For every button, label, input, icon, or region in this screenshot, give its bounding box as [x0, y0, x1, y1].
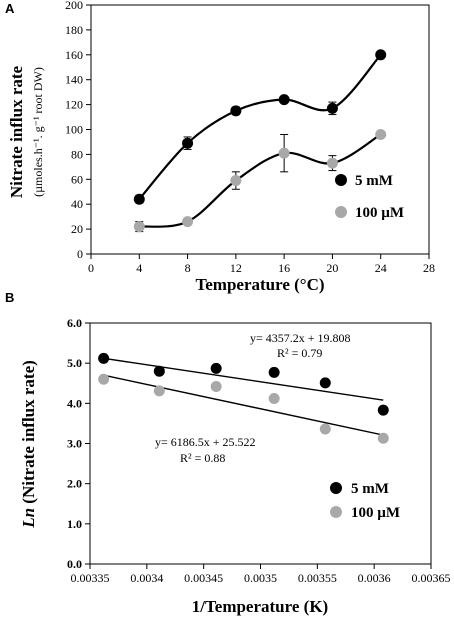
panel-b-legend-marker-5mm: [330, 482, 342, 494]
panel-a-point-100um: [326, 157, 338, 169]
panel-a-x-tick-label: 12: [230, 261, 242, 275]
panel-a-y-tick-label: 160: [65, 48, 83, 62]
panel-a-y-tick-label: 180: [65, 23, 83, 37]
panel-b-point-5mm: [268, 366, 280, 378]
panel-a-legend-marker-5mm: [335, 174, 347, 186]
panel-a-x-tick-label: 24: [375, 261, 387, 275]
panel-b-r2-5mm: R² = 0.79: [277, 346, 322, 360]
panel-a-y-tick-label: 20: [71, 222, 83, 236]
panel-a-legend: 5 mM 100 µM: [335, 173, 404, 221]
panel-b-x-tick-label: 0.00335: [71, 571, 110, 585]
panel-a-y-tick-label: 0: [77, 247, 83, 261]
panel-b-y-axis-title-italic: Ln: [19, 508, 38, 529]
panel-b-point-5mm: [377, 404, 389, 416]
panel-b-point-100um: [98, 373, 110, 385]
panel-b-x-axis-title: 1/Temperature (K): [192, 597, 328, 616]
panel-b-legend-marker-100um: [330, 506, 342, 518]
panel-a-point-5mm: [230, 105, 242, 117]
panel-b-point-100um: [268, 393, 280, 405]
panel-a-x-tick-label: 16: [278, 261, 290, 275]
panel-a-point-100um: [182, 216, 194, 228]
panel-b-point-5mm: [153, 365, 165, 377]
panel-b-x-tick-label: 0.00365: [412, 571, 451, 585]
panel-b-point-5mm: [210, 362, 222, 374]
panel-a-chart: 0 20 40 60 80 100 120 140 160 180 200 0 4 8 12 16 20 24 2…: [7, 0, 435, 294]
panel-b-y-tick-label: 5.0: [67, 356, 82, 370]
panel-a-point-100um: [278, 147, 290, 159]
panel-a-curve-5mm: [138, 54, 382, 200]
panel-b-point-100um: [319, 423, 331, 435]
panel-b-r2-100um: R² = 0.88: [180, 451, 225, 465]
panel-a-legend-marker-100um: [335, 206, 347, 218]
panel-a-x-tick-label: 28: [423, 261, 435, 275]
panel-a-y-tick-label: 40: [71, 197, 83, 211]
panel-b-y-tick-label: 1.0: [67, 517, 82, 531]
panel-a-legend-label-100um: 100 µM: [355, 205, 404, 221]
panel-b-chart: 0.0 1.0 2.0 3.0 4.0 5.0 6.0 0.00335 0.0034 0.003…: [19, 316, 451, 616]
panel-a-point-100um: [230, 175, 242, 187]
panel-b-plot-frame: [89, 322, 432, 565]
panel-b-point-5mm: [98, 352, 110, 364]
panel-b-y-tick-label: 3.0: [67, 437, 82, 451]
panel-b-legend: 5 mM 100 µM: [330, 481, 400, 521]
panel-b-x-tick-label: 0.0035: [244, 571, 277, 585]
panel-b-x-tick-label: 0.00345: [184, 571, 223, 585]
panel-b-y-axis-title: Ln (Nitrate influx rate): [19, 360, 38, 529]
panel-a-point-5mm: [278, 94, 290, 106]
panel-b-y-tick-label: 2.0: [67, 477, 82, 491]
panel-a-point-5mm: [375, 49, 387, 61]
panel-b-label: B: [5, 290, 14, 305]
panel-b-x-tick-label: 0.00355: [298, 571, 337, 585]
panel-b-trendline-100um: [103, 374, 384, 436]
panel-a-x-axis-title: Temperature (°C): [195, 275, 324, 294]
panel-a-x-tick-label: 20: [326, 261, 338, 275]
panel-b-equation-5mm: y= 4357.2x + 19.808: [250, 331, 351, 345]
panel-a-x-tick-label: 4: [136, 261, 142, 275]
panel-a-point-5mm: [133, 193, 145, 205]
panel-a-point-100um: [375, 128, 387, 140]
panel-b-x-tick-label: 0.0034: [130, 571, 163, 585]
panel-a-x-tick-label: 0: [88, 261, 94, 275]
panel-a-legend-label-5mm: 5 mM: [355, 173, 393, 189]
panel-b-equation-100um: y= 6186.5x + 25.522: [155, 435, 256, 449]
panel-b-y-tick-label: 0.0: [67, 557, 82, 571]
panel-b-legend-label-100um: 100 µM: [351, 505, 400, 521]
panel-b-point-100um: [153, 385, 165, 397]
panel-b-y-axis-title-rest: (Nitrate influx rate): [19, 360, 38, 508]
panel-b-trendline-5mm: [103, 357, 384, 401]
panel-b-y-tick-label: 6.0: [67, 316, 82, 330]
panel-b-point-100um: [210, 380, 222, 392]
panel-a-y-tick-label: 80: [71, 147, 83, 161]
panel-b-point-5mm: [319, 377, 331, 389]
panel-a-y-tick-label: 120: [65, 98, 83, 112]
panel-a-y-axis-title: Nitrate influx rate: [7, 65, 26, 198]
panel-b-y-tick-label: 4.0: [67, 396, 82, 410]
panel-b-legend-label-5mm: 5 mM: [351, 481, 389, 497]
panel-a-y-tick-label: 140: [65, 73, 83, 87]
panel-a-point-5mm: [326, 102, 338, 114]
panel-a-label: A: [5, 1, 15, 16]
panel-b-x-tick-label: 0.0036: [358, 571, 391, 585]
panel-a-y-tick-label: 200: [65, 0, 83, 12]
panel-a-point-5mm: [182, 137, 194, 149]
panel-a-point-100um: [133, 221, 145, 233]
panel-a-y-axis-units: (µmoles.h⁻¹. g⁻¹ root DW): [31, 67, 45, 197]
panel-a-x-tick-label: 8: [185, 261, 191, 275]
panel-a-y-tick-label: 60: [71, 172, 83, 186]
panel-a-y-tick-label: 100: [65, 123, 83, 137]
panel-b-point-100um: [377, 432, 389, 444]
